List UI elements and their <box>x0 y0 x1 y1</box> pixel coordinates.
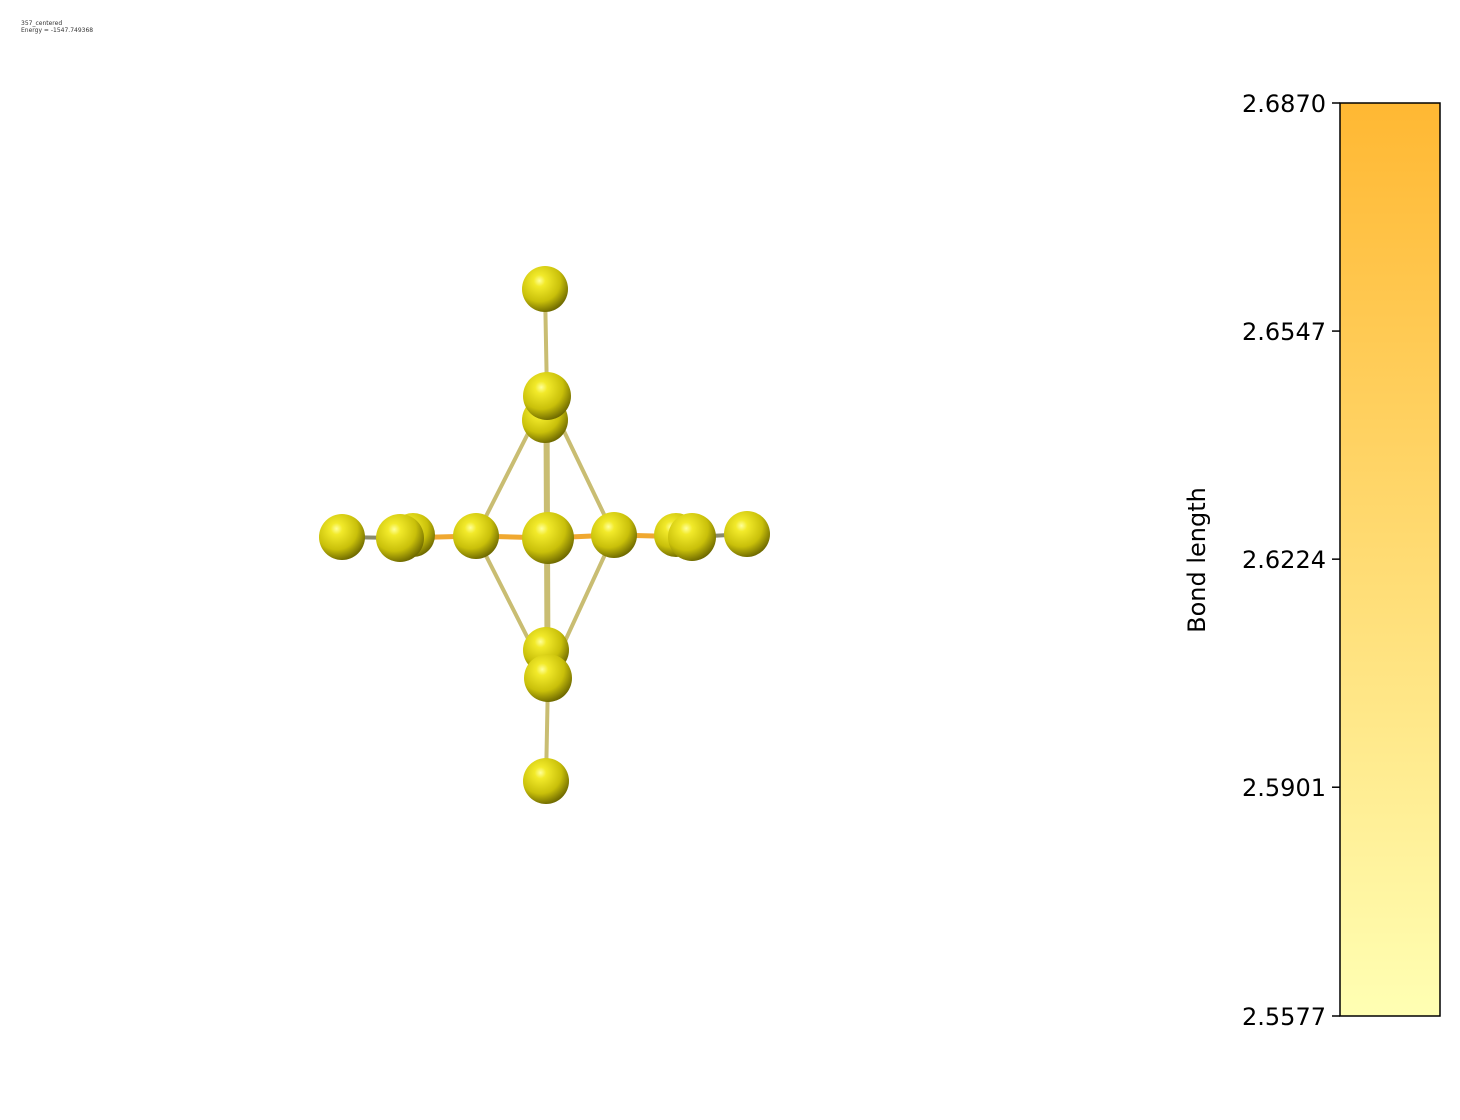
atom <box>453 513 499 559</box>
colorbar-gradient <box>1339 102 1441 1017</box>
atom <box>523 372 571 420</box>
colorbar-ticks: 2.5577 2.5901 2.6224 2.6547 2.6870 <box>1242 90 1340 1031</box>
atom <box>668 513 716 561</box>
atom <box>724 511 770 557</box>
atom <box>523 758 569 804</box>
atom <box>319 514 365 560</box>
colorbar-tick-label: 2.6870 <box>1242 90 1326 118</box>
atom <box>522 266 568 312</box>
energy-label: Energy = -1547.749368 <box>21 27 94 34</box>
colorbar-axis-label: Bond length <box>1183 487 1211 633</box>
atom <box>376 514 424 562</box>
colorbar-tick-label: 2.6224 <box>1242 546 1326 574</box>
atom <box>591 512 637 558</box>
structure-caption: 357_centered Energy = -1547.749368 <box>21 20 93 34</box>
atom <box>522 512 574 564</box>
structure-name: 357_centered <box>21 20 63 27</box>
colorbar-tick-label: 2.6547 <box>1242 318 1326 346</box>
colorbar-tick-label: 2.5577 <box>1242 1003 1326 1031</box>
colorbar-tick-label: 2.5901 <box>1242 774 1326 802</box>
atoms-group <box>319 266 770 804</box>
atom <box>524 654 572 702</box>
